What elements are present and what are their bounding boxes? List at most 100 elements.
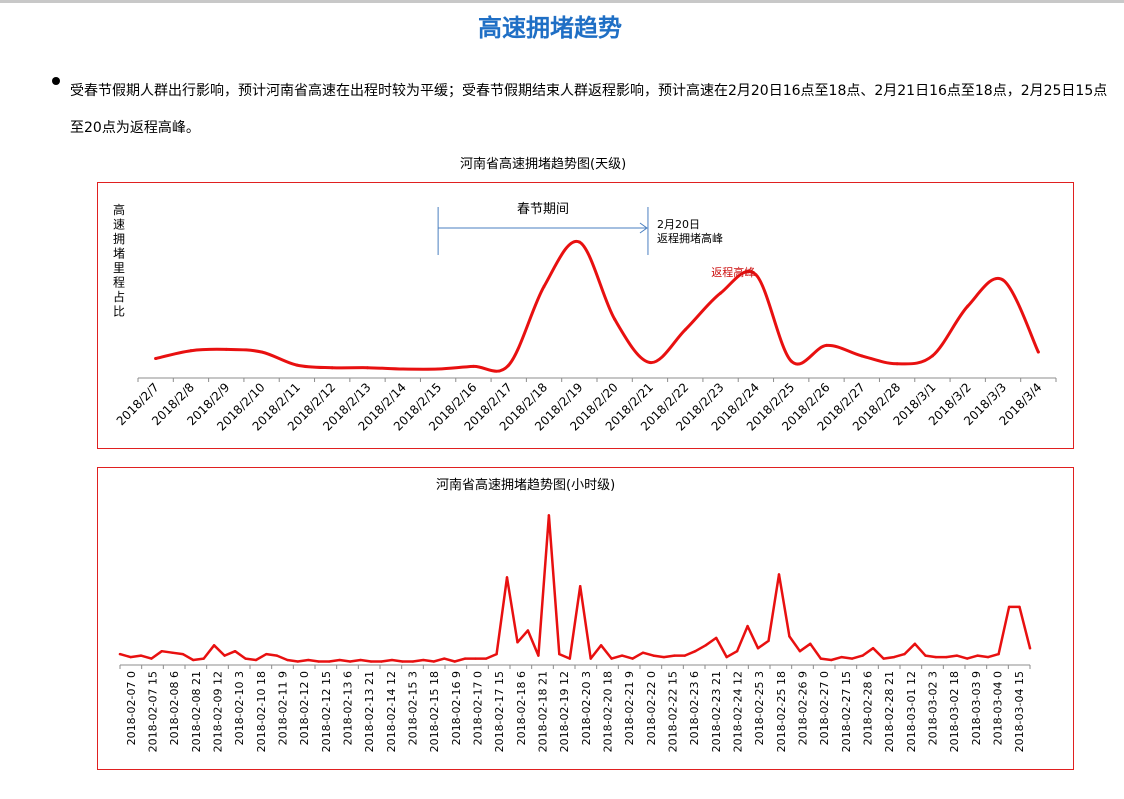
- x-tick-label: 2018-02-28 6: [862, 671, 875, 745]
- data-point: [139, 654, 143, 657]
- data-point: [788, 635, 791, 638]
- data-point: [1036, 350, 1040, 354]
- x-tick-label: 2018-02-14 12: [385, 671, 398, 752]
- top-divider: [0, 0, 1124, 3]
- x-tick-label: 2018-02-25 3: [753, 671, 766, 745]
- data-point: [254, 658, 258, 662]
- data-point: [181, 652, 184, 656]
- data-point: [719, 291, 723, 295]
- data-point: [683, 328, 687, 332]
- data-point: [577, 240, 581, 244]
- x-tick-label: 2018-02-07 0: [125, 671, 138, 745]
- data-point: [495, 652, 498, 656]
- data-point: [471, 364, 475, 368]
- data-point: [202, 657, 205, 660]
- x-tick-label: 2018-02-26 9: [797, 671, 810, 745]
- data-point: [432, 660, 435, 663]
- data-point: [224, 347, 228, 351]
- data-point: [599, 644, 603, 647]
- data-point: [895, 362, 899, 366]
- data-point: [871, 647, 875, 650]
- data-point: [390, 658, 394, 662]
- data-point: [295, 363, 299, 367]
- data-point: [537, 654, 540, 657]
- data-point: [317, 660, 320, 663]
- y-axis-label-char: 堵: [113, 247, 125, 261]
- data-point: [296, 660, 300, 663]
- x-tick-label: 2018-02-23 21: [710, 671, 723, 752]
- data-point: [882, 657, 885, 660]
- data-point: [401, 660, 404, 663]
- x-tick-label: 2018-02-12 0: [298, 671, 311, 745]
- x-tick-label: 2018-02-20 18: [602, 671, 615, 752]
- data-point: [913, 642, 917, 646]
- data-point: [662, 655, 666, 659]
- x-tick-label: 2018-02-16 9: [450, 671, 463, 745]
- data-point: [903, 652, 906, 656]
- data-point: [1001, 278, 1005, 282]
- data-point: [754, 273, 758, 277]
- y-axis-label-char: 程: [113, 275, 125, 290]
- y-axis-label-char: 拥: [113, 232, 125, 246]
- data-point: [892, 655, 896, 659]
- data-point: [704, 644, 707, 647]
- data-point: [233, 649, 237, 653]
- data-point: [338, 658, 341, 662]
- data-point: [683, 654, 687, 657]
- data-point: [401, 367, 405, 371]
- x-tick-label: 2018-02-20 3: [580, 671, 593, 745]
- x-tick-label: 2018-03-02 3: [927, 671, 940, 745]
- data-point: [359, 658, 362, 662]
- data-point: [484, 657, 488, 660]
- hourly-chart-frame: 河南省高速拥堵趋势图(小时级) 2018-02-07 0 2018-02-07 1…: [97, 467, 1074, 770]
- data-point: [189, 349, 193, 353]
- data-point: [568, 657, 571, 660]
- data-point: [463, 657, 467, 660]
- x-tick-label: 2018-02-24 12: [732, 671, 745, 752]
- x-tick-label: 2018-02-12 15: [320, 671, 333, 752]
- data-point: [673, 654, 676, 657]
- bullet-dot-icon: [52, 77, 60, 85]
- x-tick-label: 2018-02-08 21: [190, 671, 203, 752]
- data-point: [945, 655, 948, 659]
- data-point: [819, 657, 823, 660]
- x-tick-label: 2018-02-17 15: [493, 671, 506, 752]
- data-point: [436, 367, 440, 371]
- data-point: [579, 585, 582, 588]
- hourly-chart-svg: 2018-02-07 0 2018-02-07 15 2018-02-08 6 201…: [118, 514, 1032, 752]
- y-axis-label-char: 高: [113, 202, 125, 217]
- data-point: [348, 660, 352, 663]
- data-point: [861, 654, 864, 657]
- data-point: [171, 651, 174, 654]
- data-point: [715, 636, 718, 640]
- data-point: [275, 654, 279, 657]
- series-line: [118, 514, 1032, 663]
- x-tick-label: 2018-02-27 0: [818, 671, 831, 745]
- x-tick-label: 2018-02-18 21: [537, 671, 550, 752]
- x-tick-label: 2018-03-02 18: [948, 671, 961, 752]
- y-axis-label-char: 速: [113, 218, 125, 232]
- data-point: [547, 514, 551, 517]
- data-point: [777, 573, 781, 576]
- data-point: [976, 654, 979, 657]
- data-point: [516, 641, 519, 644]
- y-axis-label-char: 里: [113, 261, 125, 275]
- daily-chart-frame: 2018/2/7 2018/2/8 2018/2/9 2018/2/10 2018/2/…: [97, 182, 1074, 449]
- daily-chart-title: 河南省高速拥堵趋势图(天级): [460, 157, 627, 172]
- series-line: [154, 239, 1040, 373]
- peak-text-label: 返程拥堵高峰: [657, 231, 723, 245]
- data-point: [558, 652, 561, 656]
- x-tick-label: 2018-02-22 0: [645, 671, 658, 745]
- x-tick-label: 2018-02-22 15: [667, 671, 680, 752]
- data-point: [212, 644, 216, 647]
- data-point: [286, 658, 289, 662]
- x-tick-label: 2018-02-13 21: [363, 671, 376, 752]
- data-point: [507, 363, 511, 367]
- data-point: [260, 350, 264, 354]
- data-point: [366, 366, 369, 370]
- x-tick-label: 2018-03-04 15: [1013, 671, 1026, 752]
- data-point: [526, 629, 530, 632]
- data-point: [422, 658, 425, 662]
- data-point: [966, 304, 970, 308]
- data-point: [631, 657, 634, 660]
